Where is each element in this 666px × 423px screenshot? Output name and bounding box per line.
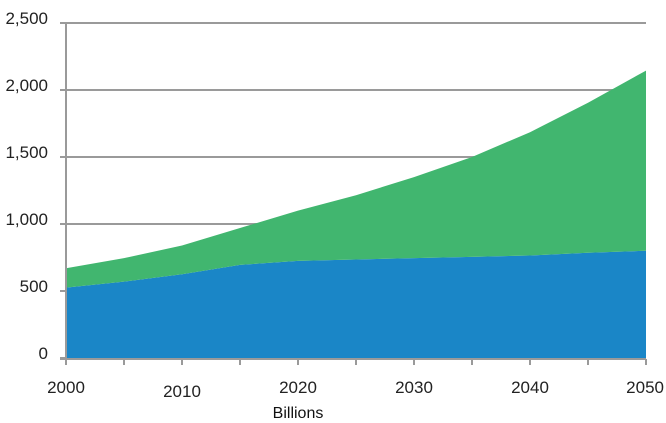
area-series-1 [66, 250, 646, 358]
y-tick-label: 1,000 [5, 210, 48, 229]
x-tick-label: 2050 [626, 378, 664, 397]
y-tick-label: 1,500 [5, 143, 48, 162]
x-tick-label: 2000 [47, 378, 85, 397]
x-tick-label: 2030 [395, 378, 433, 397]
x-tick-labels: 2000 2010 2020 2030 2040 2050 [47, 378, 664, 401]
y-tick-label: 2,000 [5, 76, 48, 95]
y-tick-labels: 0 500 1,000 1,500 2,000 2,500 [5, 9, 48, 363]
axes [60, 22, 647, 365]
y-tick-label: 0 [39, 344, 48, 363]
area-series-2 [66, 70, 646, 288]
x-tick-label: 2010 [163, 382, 201, 401]
y-tick-label: 2,500 [5, 9, 48, 28]
x-tick-label: 2040 [511, 378, 549, 397]
x-axis-title: Billions [273, 405, 324, 422]
x-tick-label: 2020 [279, 378, 317, 397]
y-tick-label: 500 [20, 277, 48, 296]
area-series-group [66, 70, 646, 358]
